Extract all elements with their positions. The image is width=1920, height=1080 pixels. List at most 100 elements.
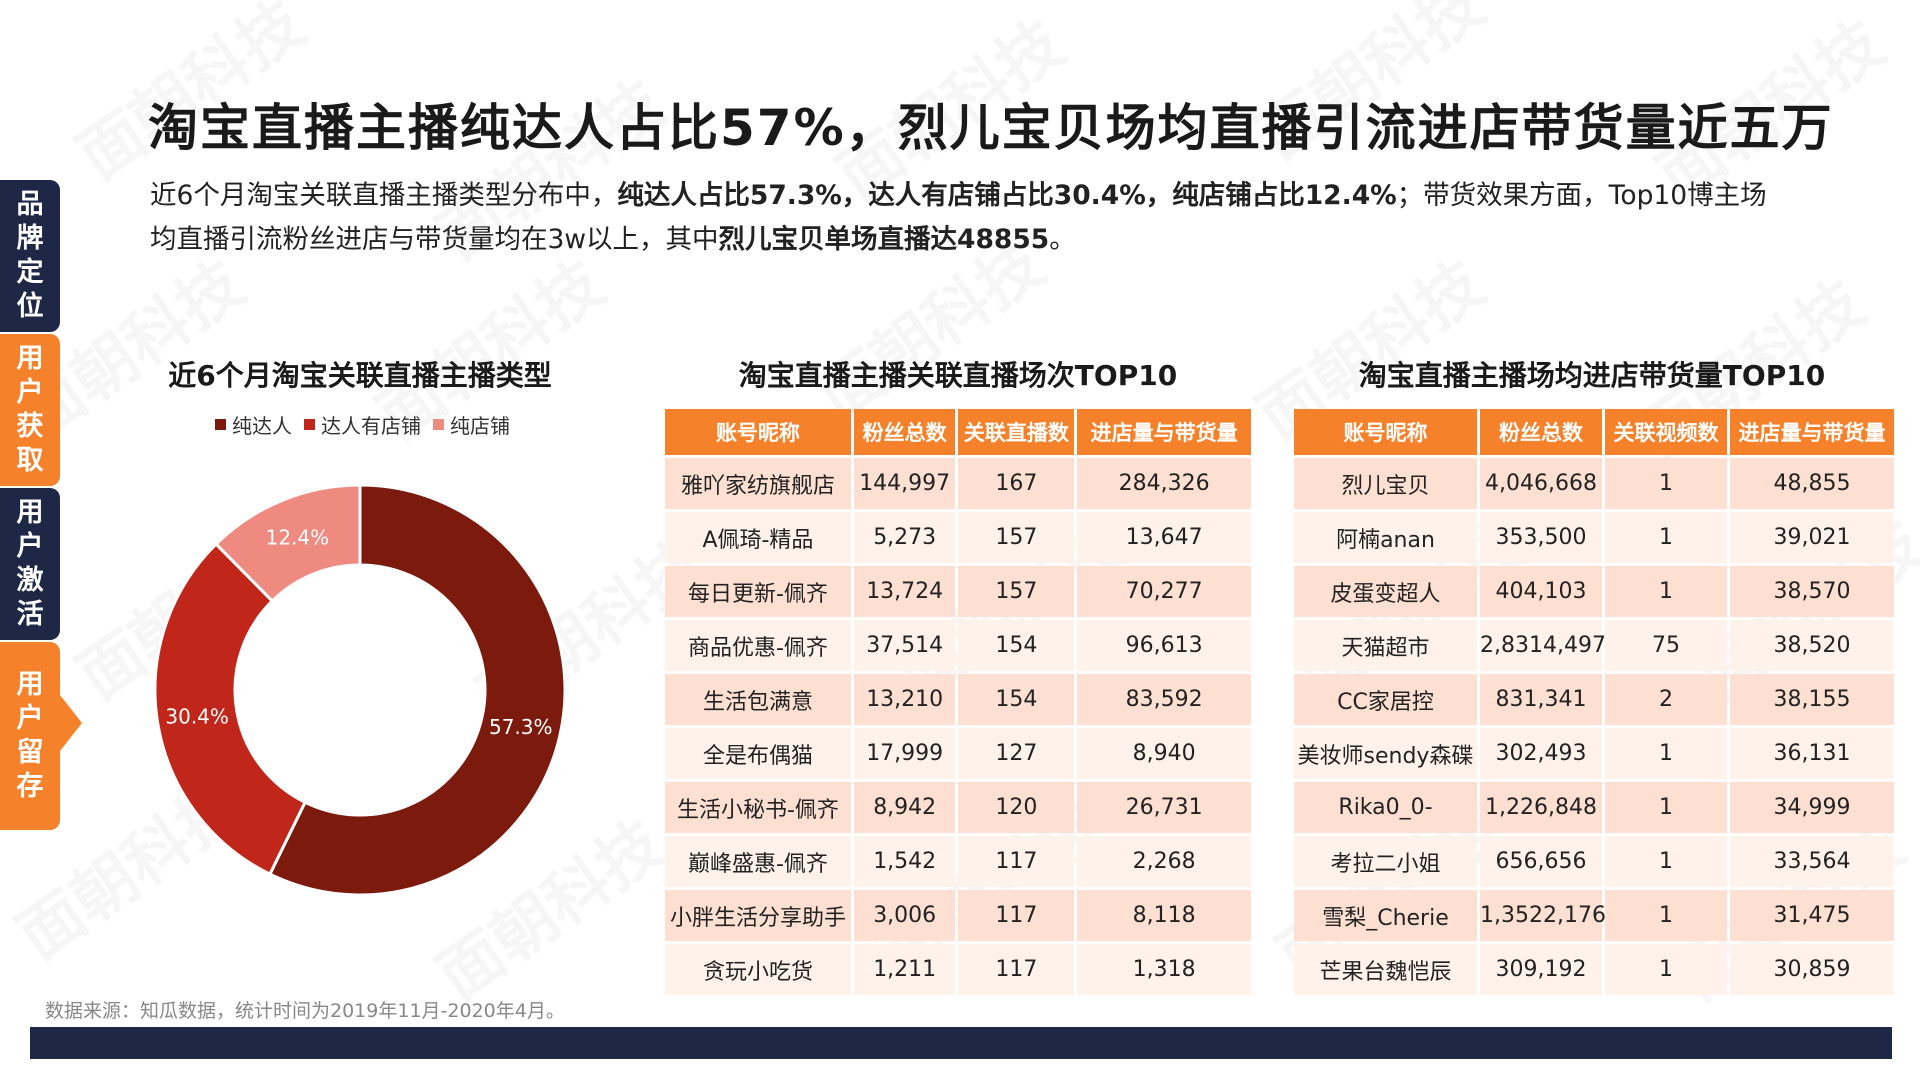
table-header-cell: 关联视频数 [1605,409,1727,455]
table-cell: 117 [958,944,1075,995]
table-row: 阿楠anan 353,500 1 39,021 [1294,512,1894,563]
summary-part-3: 。 [1049,224,1076,255]
table-cell: 157 [958,566,1075,617]
table-cell: 雪梨_Cherie [1294,890,1477,941]
table-row: 雅吖家纺旗舰店 144,997 167 284,326 [665,458,1251,509]
nav-label-char: 存 [16,771,44,802]
table-cell: Rika0_0- [1294,782,1477,833]
table-cell: 1,3522,176 [1480,890,1606,941]
nav-label-char: 用 [16,669,44,700]
nav-user-retention[interactable]: 用户留存 [0,642,60,830]
table-cell: 38,520 [1730,620,1894,671]
table-cell: 2,8314,497 [1480,620,1606,671]
summary-text: 近6个月淘宝关联直播主播类型分布中，纯达人占比57.3%，达人有店铺占比30.4… [150,174,1780,262]
footer-bar [30,1027,1892,1059]
table-cell: 商品优惠-佩齐 [665,620,851,671]
table-cell: 1 [1605,890,1727,941]
table-cell: 每日更新-佩齐 [665,566,851,617]
donut-slice-label: 30.4% [165,705,229,729]
legend-label: 纯达人 [232,414,292,438]
table-cell: 雅吖家纺旗舰店 [665,458,851,509]
table-cell: 284,326 [1077,458,1251,509]
nav-label-char: 用 [16,497,44,528]
table-cell: 33,564 [1730,836,1894,887]
summary-bold-2: 烈儿宝贝单场直播达48855 [718,224,1050,255]
table-cell: 48,855 [1730,458,1894,509]
table-row: 每日更新-佩齐 13,724 157 70,277 [665,566,1251,617]
table-row: 生活小秘书-佩齐 8,942 120 26,731 [665,782,1251,833]
table-cell: 5,273 [853,512,956,563]
table-cell: 2,268 [1077,836,1251,887]
table-row: 美妆师sendy森碟 302,493 1 36,131 [1294,728,1894,779]
table-cell: 157 [958,512,1075,563]
table-cell: 1 [1605,944,1727,995]
nav-brand-positioning[interactable]: 品牌定位 [0,180,60,332]
table-cell: 120 [958,782,1075,833]
table-cell: 831,341 [1480,674,1602,725]
table-cell: 1 [1605,782,1727,833]
table-cell: 17,999 [853,728,956,779]
table1-title: 淘宝直播主播关联直播场次TOP10 [738,359,1178,392]
table-cell: 1,226,848 [1480,782,1602,833]
table-cell: 154 [958,674,1075,725]
table-row: 商品优惠-佩齐 37,514 154 96,613 [665,620,1251,671]
table-header-cell: 粉丝总数 [853,409,956,455]
table-cell: 芒果台魏恺辰 [1294,944,1477,995]
donut-chart-title: 近6个月淘宝关联直播主播类型 [168,359,552,392]
table-cell: 30,859 [1730,944,1894,995]
table-cell: 烈儿宝贝 [1294,458,1477,509]
nav-label-char: 用 [16,343,44,374]
table-cell: 4,046,668 [1480,458,1602,509]
nav-label-char: 牌 [16,223,44,254]
nav-label-char: 位 [16,291,44,322]
table-row: 芒果台魏恺辰 309,192 1 30,859 [1294,944,1894,995]
table-cell: 117 [958,836,1075,887]
table-cell: 154 [958,620,1075,671]
donut-slice-label: 57.3% [489,715,553,739]
donut-slice [213,483,362,604]
table-cell: 阿楠anan [1294,512,1477,563]
table-header-cell: 进店量与带货量 [1730,409,1894,455]
table-cell: 美妆师sendy森碟 [1294,728,1477,779]
nav-label-char: 留 [16,737,44,768]
nav-label-char: 户 [16,703,44,734]
table-row: 巅峰盛惠-佩齐 1,542 117 2,268 [665,836,1251,887]
table-cell: 生活包满意 [665,674,851,725]
table-row: 皮蛋变超人 404,103 1 38,570 [1294,566,1894,617]
nav-user-activation[interactable]: 用户激活 [0,488,60,640]
table-cell: 83,592 [1077,674,1251,725]
table-cell: 1 [1605,836,1727,887]
table-cell: 贪玩小吃货 [665,944,851,995]
table-cell: 656,656 [1480,836,1602,887]
table-cell: 1,211 [853,944,956,995]
table-cell: 34,999 [1730,782,1894,833]
table-cell: 144,997 [853,458,956,509]
table-cell: 1 [1605,458,1727,509]
table-cell: 404,103 [1480,566,1602,617]
table-cell: 36,131 [1730,728,1894,779]
table-row: Rika0_0- 1,226,848 1 34,999 [1294,782,1894,833]
table-cell: A佩琦-精品 [665,512,851,563]
table-cell: 8,942 [853,782,956,833]
nav-label-char: 激 [16,565,44,596]
table-cell: 1 [1605,728,1727,779]
table2-title: 淘宝直播主播场均进店带货量TOP10 [1358,359,1826,392]
nav-user-acquisition[interactable]: 用户获取 [0,334,60,486]
legend-swatch [304,419,315,430]
table-cell: CC家居控 [1294,674,1477,725]
table-cell: 31,475 [1730,890,1894,941]
nav-label-char: 户 [16,377,44,408]
table-cell: 167 [958,458,1075,509]
table-cell: 1 [1605,512,1727,563]
table-cell: 302,493 [1480,728,1602,779]
table-cell: 巅峰盛惠-佩齐 [665,836,851,887]
table-cell: 117 [958,890,1075,941]
page-title: 淘宝直播主播纯达人占比57%，烈儿宝贝场均直播引流进店带货量近五万 [148,99,1834,157]
table-row: 天猫超市 2,8314,497 75 38,520 [1294,620,1894,671]
legend-item: 纯店铺 [433,410,510,439]
table-top10-avg-traffic: 账号昵称 粉丝总数 关联视频数 进店量与带货量 烈儿宝贝 4,046,668 1 48,85… [1291,406,1897,998]
summary-part-1: 近6个月淘宝关联直播主播类型分布中， [150,180,618,211]
legend-item: 达人有店铺 [304,410,421,439]
nav-label-char: 品 [16,189,44,220]
table-cell: 37,514 [853,620,956,671]
